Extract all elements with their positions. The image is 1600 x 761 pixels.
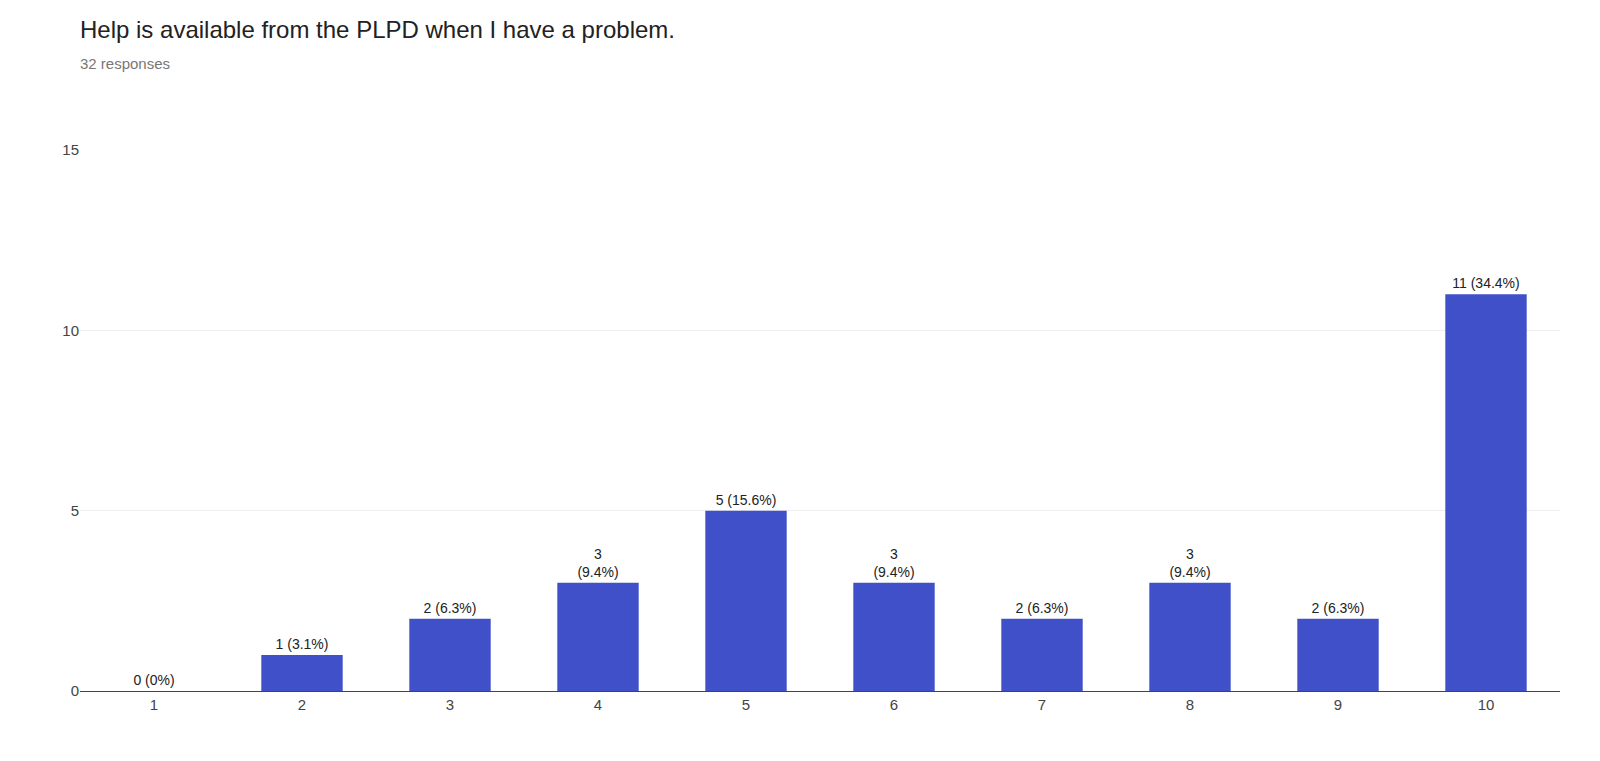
svg-text:7: 7 [1038,696,1046,713]
svg-text:1 (3.1%): 1 (3.1%) [276,636,329,652]
svg-text:3(9.4%): 3(9.4%) [1169,546,1210,580]
svg-text:5 (15.6%): 5 (15.6%) [716,492,777,508]
svg-text:2: 2 [298,696,306,713]
svg-text:15: 15 [62,141,79,158]
svg-text:Help is available from the PLP: Help is available from the PLPD when I h… [80,16,675,72]
svg-text:3: 3 [446,696,454,713]
svg-text:5: 5 [742,696,750,713]
svg-text:2 (6.3%): 2 (6.3%) [1312,600,1365,616]
svg-text:9: 9 [1334,696,1342,713]
svg-text:4: 4 [594,696,602,713]
svg-text:6: 6 [890,696,898,713]
svg-text:1: 1 [150,696,158,713]
svg-text:3(9.4%): 3(9.4%) [577,546,618,580]
svg-text:8: 8 [1186,696,1194,713]
svg-text:2 (6.3%): 2 (6.3%) [1016,600,1069,616]
svg-text:0 (0%): 0 (0%) [133,672,174,688]
svg-text:2 (6.3%): 2 (6.3%) [424,600,477,616]
svg-text:5: 5 [71,502,79,519]
svg-text:10: 10 [1478,696,1495,713]
svg-text:3(9.4%): 3(9.4%) [873,546,914,580]
svg-text:10: 10 [62,322,79,339]
svg-text:0: 0 [71,682,79,699]
svg-text:11 (34.4%): 11 (34.4%) [1452,275,1519,291]
